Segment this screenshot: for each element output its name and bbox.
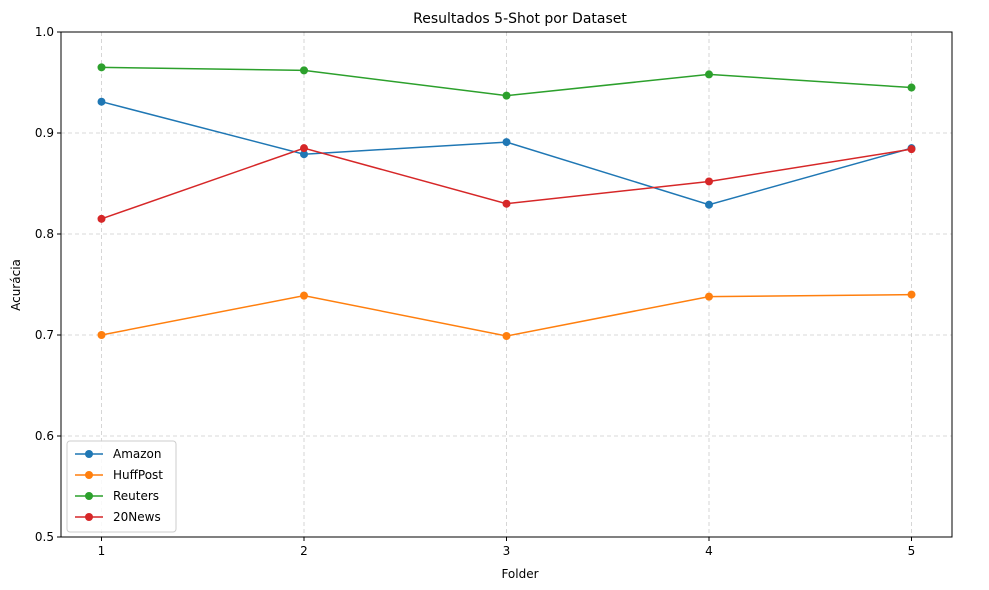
legend-label: HuffPost: [113, 468, 163, 482]
y-tick-label: 0.8: [35, 227, 54, 241]
legend-label: 20News: [113, 510, 161, 524]
legend-marker: [85, 450, 93, 458]
x-tick-label: 1: [98, 544, 106, 558]
data-point-huffpost: [705, 292, 713, 301]
data-point-20news: [97, 214, 106, 223]
data-point-huffpost: [300, 291, 308, 300]
x-tick-label: 5: [908, 544, 916, 558]
data-point-reuters: [907, 83, 916, 92]
legend-label: Reuters: [113, 489, 159, 503]
y-tick-label: 0.9: [35, 126, 54, 140]
data-point-20news: [705, 177, 713, 186]
y-tick-label: 0.5: [35, 530, 54, 544]
data-point-20news: [300, 144, 308, 153]
legend-label: Amazon: [113, 447, 162, 461]
y-tick-label: 1.0: [35, 25, 54, 39]
x-tick-label: 3: [503, 544, 511, 558]
y-tick-label: 0.7: [35, 328, 54, 342]
data-point-reuters: [502, 91, 511, 100]
legend-marker: [85, 513, 93, 521]
data-point-huffpost: [907, 290, 916, 299]
data-point-amazon: [705, 200, 713, 209]
legend-box: [66, 440, 177, 533]
data-point-huffpost: [502, 332, 511, 341]
data-point-amazon: [502, 138, 511, 147]
legend: Amazon HuffPost Reuters 20News: [66, 440, 177, 533]
legend-marker: [85, 471, 93, 479]
data-point-reuters: [97, 63, 106, 72]
data-point-amazon: [97, 97, 106, 106]
axis-ticks: 0.5 0.6 0.7 0.8 0.9 1.0 1 2 3 4 5: [35, 25, 915, 558]
x-tick-label: 2: [300, 544, 308, 558]
chart-title: Resultados 5-Shot por Dataset: [413, 11, 627, 27]
series-group: [97, 63, 916, 341]
y-tick-label: 0.6: [35, 429, 54, 443]
legend-marker: [85, 492, 93, 500]
data-point-reuters: [300, 66, 308, 75]
data-point-amazon: [300, 150, 308, 159]
data-point-reuters: [705, 70, 713, 79]
data-point-huffpost: [97, 331, 106, 339]
grid: [61, 31, 952, 538]
data-point-20news: [502, 199, 511, 208]
y-axis-title: Acurácia: [9, 259, 23, 311]
data-point-20news: [907, 145, 916, 154]
x-axis-title: Folder: [501, 567, 538, 581]
x-tick-label: 4: [705, 544, 713, 558]
